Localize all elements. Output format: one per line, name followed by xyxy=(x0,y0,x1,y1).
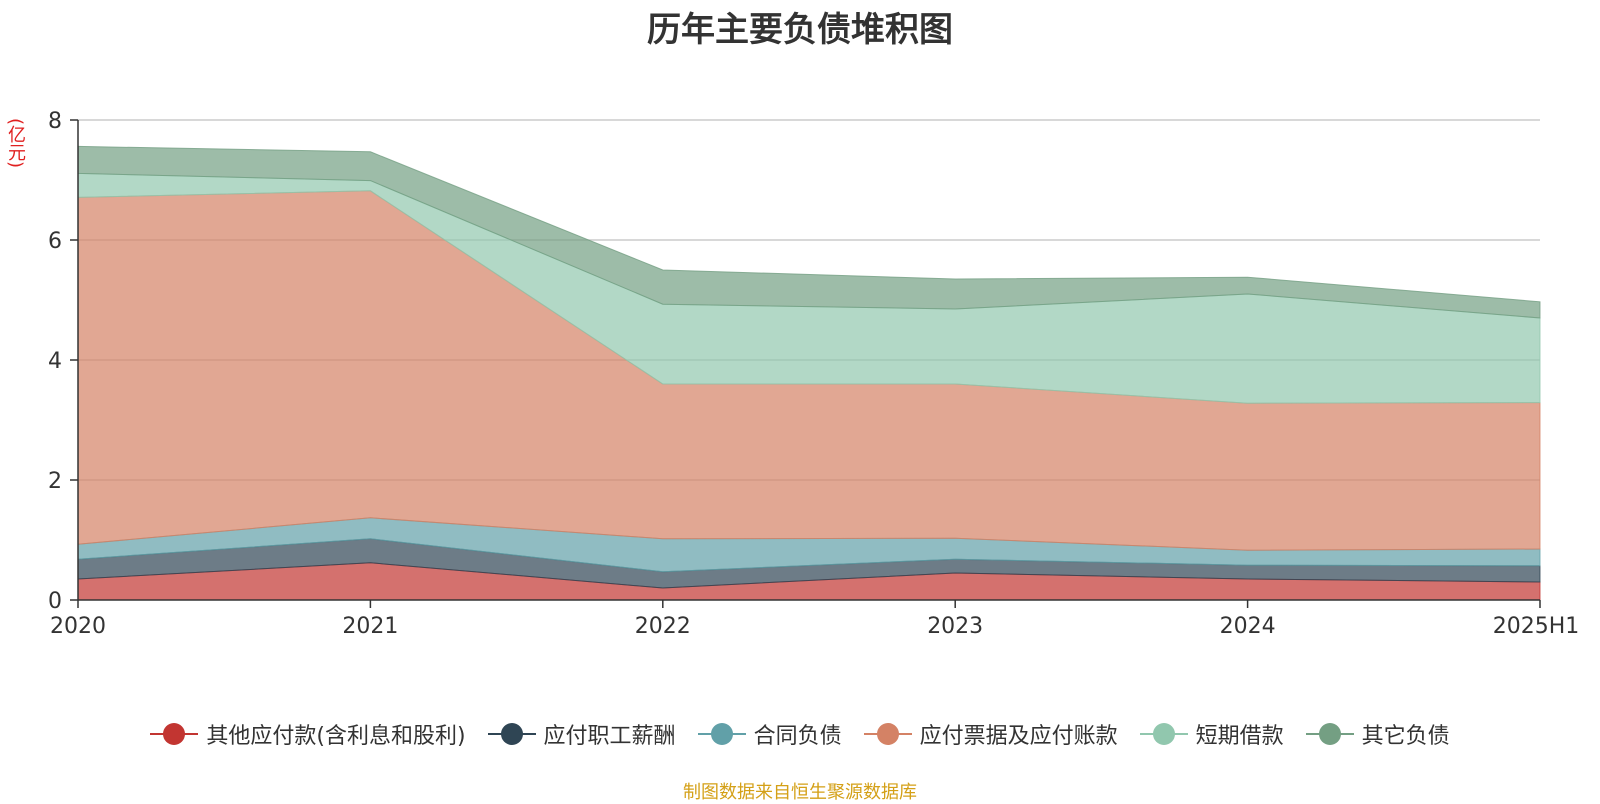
legend-label: 其他应付款(含利息和股利) xyxy=(206,724,466,749)
axes: 0 2 4 6 8 2020 2021 2022 2023 2024 2025H1 xyxy=(48,109,1579,639)
chart-title: 历年主要负债堆积图 xyxy=(647,10,953,50)
chart-legend: 其他应付款(含利息和股利) 应付职工薪酬 合同负债 应付票据及应付账款 短期借款 其它负债 xyxy=(0,718,1600,750)
legend-item[interactable]: 应付职工薪酬 xyxy=(487,718,676,750)
legend-label: 短期借款 xyxy=(1195,724,1284,749)
legend-item[interactable]: 其他应付款(含利息和股利) xyxy=(150,718,466,750)
legend-marker-icon xyxy=(487,721,536,747)
y-axis-unit-label: (亿元) xyxy=(5,118,26,169)
legend-marker-icon xyxy=(863,721,912,747)
legend-label: 合同负债 xyxy=(753,724,842,749)
legend-marker-icon xyxy=(1139,721,1188,747)
y-tick-label: 2 xyxy=(48,469,62,494)
x-tick-label: 2020 xyxy=(50,614,106,639)
x-tick-label: 2025H1 xyxy=(1493,614,1580,639)
y-tick-label: 4 xyxy=(48,349,62,374)
legend-item[interactable]: 合同负债 xyxy=(697,718,842,750)
x-tick-label: 2022 xyxy=(635,614,691,639)
legend-marker-icon xyxy=(150,721,199,747)
stacked-area-chart: 0 2 4 6 8 2020 2021 2022 2023 2024 2025H1 xyxy=(48,109,1579,639)
x-tick-label: 2024 xyxy=(1220,614,1276,639)
legend-marker-icon xyxy=(1305,721,1354,747)
area-series xyxy=(77,145,1541,601)
legend-marker-icon xyxy=(697,721,746,747)
y-tick-label: 0 xyxy=(48,589,62,614)
x-tick-label: 2021 xyxy=(342,614,398,639)
legend-label: 应付票据及应付账款 xyxy=(919,724,1118,749)
legend-label: 应付职工薪酬 xyxy=(543,724,676,749)
legend-item[interactable]: 其它负债 xyxy=(1305,718,1450,750)
area-series-6 xyxy=(77,145,1541,319)
legend-item[interactable]: 应付票据及应付账款 xyxy=(863,718,1118,750)
x-tick-label: 2023 xyxy=(927,614,983,639)
legend-label: 其它负债 xyxy=(1361,724,1450,749)
y-tick-label: 8 xyxy=(48,109,62,134)
legend-item[interactable]: 短期借款 xyxy=(1139,718,1284,750)
y-tick-label: 6 xyxy=(48,229,62,254)
data-source-note: 制图数据来自恒生聚源数据库 xyxy=(683,782,917,803)
